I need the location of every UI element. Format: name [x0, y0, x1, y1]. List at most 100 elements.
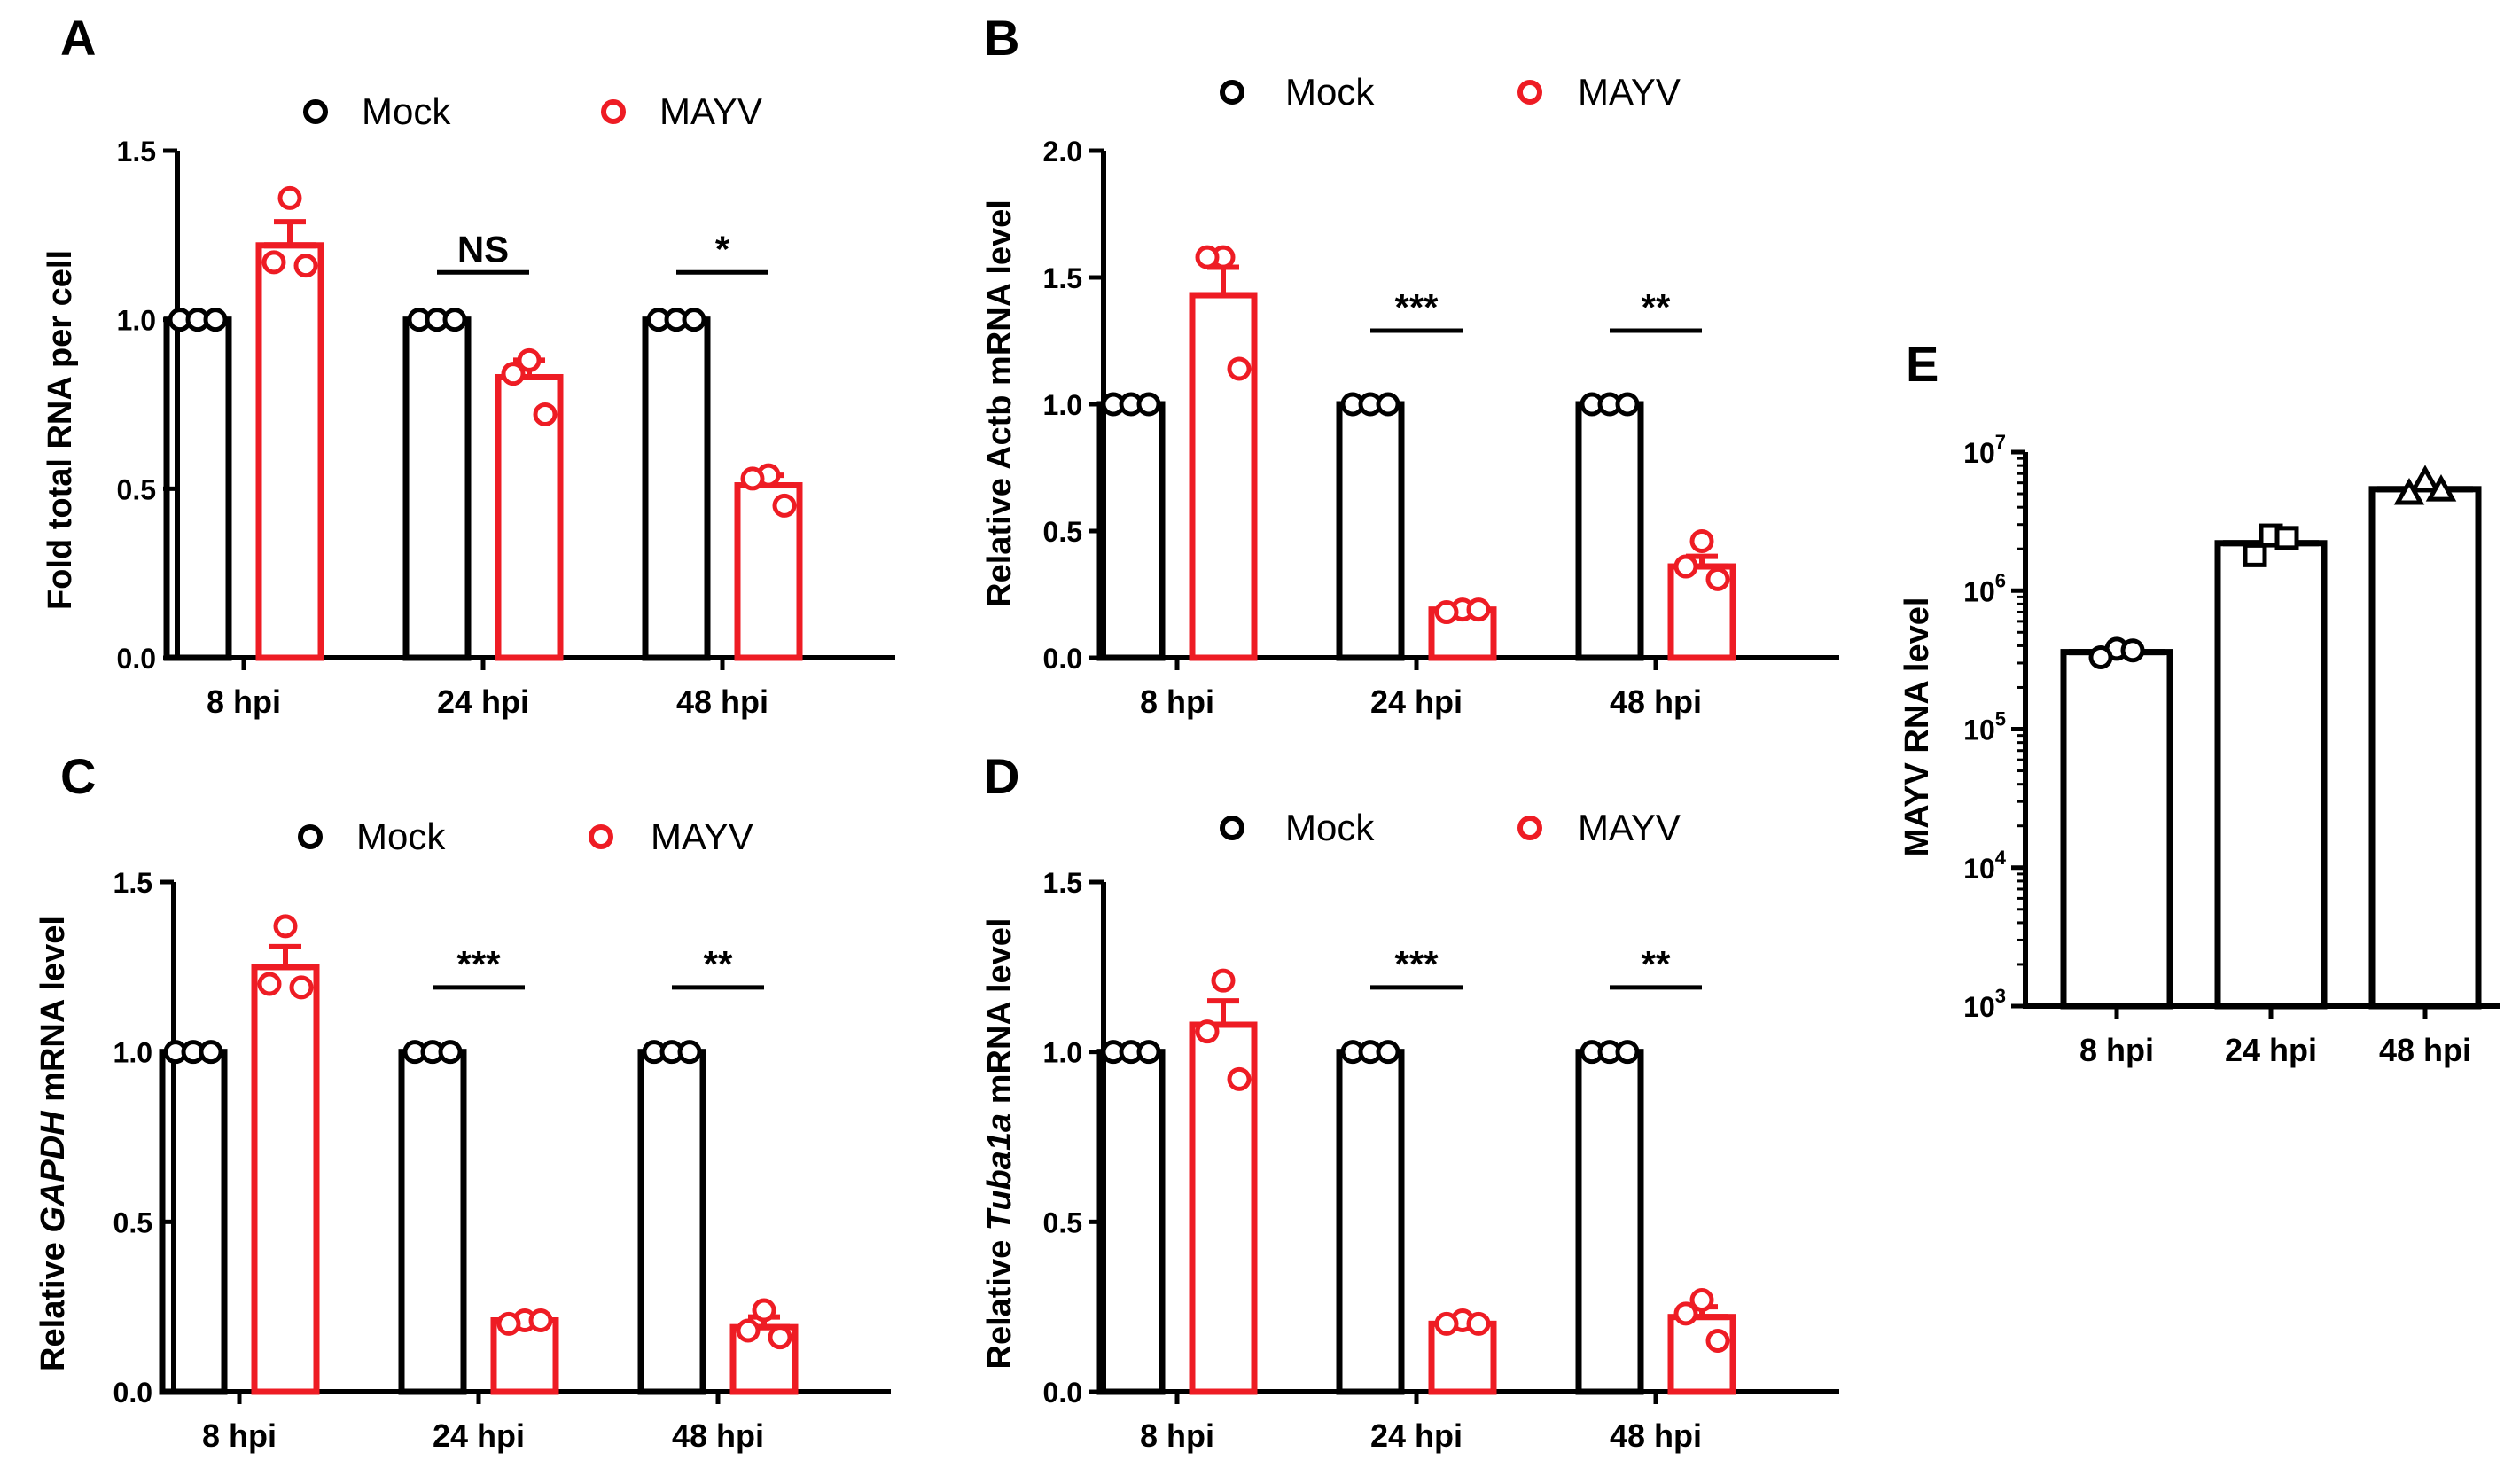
y-tick-label: 103 — [1963, 985, 2006, 1023]
data-point — [1136, 392, 1161, 417]
data-point — [1195, 245, 1220, 269]
y-tick-exponent: 7 — [1995, 431, 2006, 453]
legend-mayv-label: MAYV — [1578, 807, 1681, 848]
data-point — [1673, 554, 1698, 579]
data-point — [1227, 356, 1252, 381]
y-tick-label: 0.5 — [117, 473, 156, 505]
x-category-label: 48 hpi — [1610, 1417, 1702, 1454]
data-point — [1689, 1288, 1714, 1312]
y-tick-base: 10 — [1963, 575, 1995, 607]
significance-label: ** — [704, 943, 733, 985]
x-category-label: 8 hpi — [1140, 683, 1214, 720]
y-tick-exponent: 3 — [1995, 985, 2006, 1007]
legend-mock-label: Mock — [356, 816, 446, 857]
data-point — [1211, 968, 1236, 993]
data-point — [1615, 392, 1640, 417]
significance-label: *** — [1394, 943, 1439, 985]
x-category-label: 24 hpi — [1370, 683, 1463, 720]
y-tick-label: 1.5 — [1043, 262, 1082, 294]
significance-label: NS — [457, 228, 509, 269]
data-point — [1689, 528, 1714, 553]
panel-letter-e: E — [1906, 336, 1939, 392]
x-category-label: 8 hpi — [1140, 1417, 1214, 1454]
x-category-label: 48 hpi — [1610, 683, 1702, 720]
data-point — [1615, 1040, 1640, 1065]
y-tick-label: 0.5 — [1043, 516, 1082, 548]
y-tick-label: 1.0 — [1043, 1037, 1082, 1069]
data-point — [677, 1040, 702, 1065]
data-point — [2393, 477, 2425, 505]
y-axis-label-e: MAYV RNA level — [1899, 597, 1936, 857]
x-category-label: 24 hpi — [433, 1417, 525, 1454]
data-point — [257, 972, 282, 996]
y-tick-label: 0.0 — [117, 643, 156, 675]
x-category-label: 24 hpi — [2225, 1032, 2317, 1068]
data-point — [772, 493, 797, 518]
x-category-label: 8 hpi — [2079, 1032, 2154, 1068]
legend-mayv-label: MAYV — [1578, 71, 1681, 113]
legend-mayv-label: MAYV — [651, 816, 753, 857]
data-point — [682, 308, 706, 332]
panel-letter-a: A — [60, 10, 96, 66]
data-point — [533, 402, 558, 426]
y-tick-exponent: 6 — [1995, 569, 2006, 591]
y-tick-label: 0.0 — [113, 1377, 152, 1409]
y-tick-label: 1.5 — [117, 136, 156, 168]
legend-mock-label: Mock — [1285, 807, 1375, 848]
y-axis-label-b: Relative Actb mRNA level — [981, 199, 1018, 607]
panel-letter-c: C — [60, 748, 96, 804]
data-point — [203, 308, 228, 332]
legend-mayv-marker — [601, 99, 626, 124]
panel-a: A Mock MAYV Fold total RNA per cell 0.0 0… — [42, 10, 895, 720]
data-point — [2425, 474, 2457, 502]
panel-letter-d: D — [984, 748, 1019, 804]
data-point — [768, 1325, 792, 1350]
legend-a: Mock MAYV — [303, 90, 762, 132]
y-tick-label: 1.0 — [1043, 389, 1082, 421]
y-tick-base: 10 — [1963, 853, 1995, 885]
data-point — [261, 250, 286, 275]
y-tick-label: 105 — [1963, 708, 2006, 746]
panel-b: B Mock MAYV Relative Actb mRNA level 0.0… — [981, 10, 1839, 720]
significance-label: *** — [456, 943, 501, 985]
x-category-label: 48 hpi — [676, 683, 768, 720]
data-point — [277, 185, 302, 210]
data-point — [740, 466, 765, 491]
data-point — [501, 362, 526, 386]
y-tick-label: 1.5 — [113, 867, 152, 899]
y-tick-label: 0.0 — [1043, 1377, 1082, 1409]
data-point — [1376, 1040, 1400, 1065]
y-tick-label: 1.0 — [117, 305, 156, 337]
data-point — [1466, 1311, 1491, 1336]
data-point — [752, 1298, 776, 1323]
y-tick-base: 10 — [1963, 714, 1995, 746]
x-category-label: 24 hpi — [1370, 1417, 1463, 1454]
y-tick-base: 10 — [1963, 437, 1995, 469]
data-point — [289, 975, 314, 1000]
data-point — [293, 254, 318, 278]
data-point — [2409, 465, 2441, 492]
y-tick-exponent: 5 — [1995, 708, 2006, 730]
y-tick-label: 0.0 — [1043, 643, 1082, 675]
significance-label: * — [715, 228, 730, 269]
data-point — [199, 1040, 223, 1065]
y-tick-label: 0.5 — [113, 1206, 152, 1238]
significance-label: ** — [1642, 286, 1671, 328]
data-point — [1376, 392, 1400, 417]
data-point — [528, 1308, 553, 1332]
data-point — [1227, 1066, 1252, 1091]
data-point — [442, 308, 467, 332]
data-point — [273, 914, 298, 939]
significance-label: *** — [1394, 286, 1439, 328]
data-point — [438, 1040, 463, 1065]
data-point — [1705, 1329, 1730, 1353]
data-point — [2274, 526, 2299, 550]
data-point — [1673, 1301, 1698, 1326]
significance-label: ** — [1642, 943, 1671, 985]
legend-c: Mock MAYV — [298, 816, 753, 857]
data-point — [517, 347, 542, 372]
data-point — [1136, 1040, 1161, 1065]
data-point — [1705, 566, 1730, 591]
